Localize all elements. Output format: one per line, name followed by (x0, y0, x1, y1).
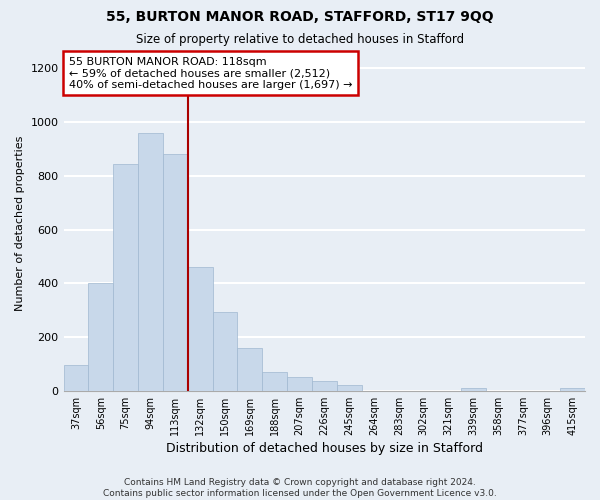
Bar (138, 133, 163, 391)
Bar (238, 348, 262, 391)
Text: Contains HM Land Registry data © Crown copyright and database right 2024.
Contai: Contains HM Land Registry data © Crown c… (103, 478, 497, 498)
Bar (461, 388, 485, 391)
Bar (312, 382, 337, 391)
Bar (113, 164, 138, 391)
Text: Size of property relative to detached houses in Stafford: Size of property relative to detached ho… (136, 32, 464, 46)
Text: 55, BURTON MANOR ROAD, STAFFORD, ST17 9QQ: 55, BURTON MANOR ROAD, STAFFORD, ST17 9Q… (106, 10, 494, 24)
Bar (64, 366, 88, 391)
Bar (262, 372, 287, 391)
Bar (212, 312, 238, 391)
Y-axis label: Number of detached properties: Number of detached properties (15, 135, 25, 310)
Bar (337, 386, 362, 391)
Text: 55 BURTON MANOR ROAD: 118sqm
← 59% of detached houses are smaller (2,512)
40% of: 55 BURTON MANOR ROAD: 118sqm ← 59% of de… (69, 56, 352, 90)
Bar (88, 284, 113, 391)
Bar (188, 267, 212, 391)
Bar (287, 377, 312, 391)
Bar (163, 154, 188, 391)
Bar (560, 388, 585, 391)
X-axis label: Distribution of detached houses by size in Stafford: Distribution of detached houses by size … (166, 442, 483, 455)
